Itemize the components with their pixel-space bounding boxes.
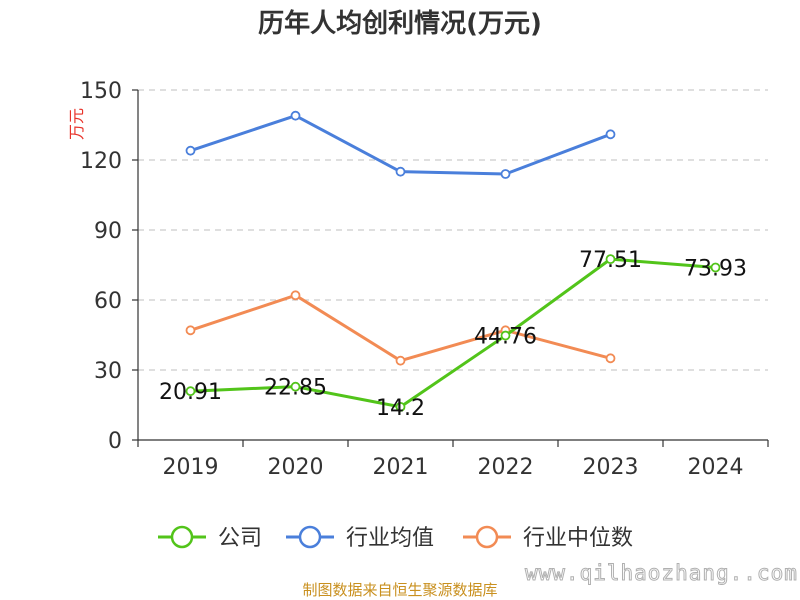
data-point[interactable] <box>185 386 196 397</box>
data-point[interactable] <box>290 290 301 301</box>
watermark: www.qilhaozhang..com <box>525 561 798 585</box>
chart-title: 历年人均创利情况(万元) <box>258 8 542 39</box>
x-tick-label: 2019 <box>163 455 219 480</box>
data-point[interactable] <box>185 325 196 336</box>
data-point[interactable] <box>710 262 721 273</box>
x-tick-label: 2021 <box>373 455 429 480</box>
series-group <box>185 110 721 412</box>
series-line <box>189 114 612 176</box>
data-point[interactable] <box>500 330 511 341</box>
data-point[interactable] <box>290 381 301 392</box>
legend-item[interactable]: 行业中位数 <box>463 525 633 551</box>
data-point[interactable] <box>605 129 616 140</box>
data-point[interactable] <box>500 169 511 179</box>
data-point[interactable] <box>395 401 406 412</box>
data-labels: 20.91 22.85 14.2 44.76 77.51 73.93 <box>159 248 747 421</box>
y-tick-label: 30 <box>94 359 122 384</box>
legend-marker <box>298 525 322 549</box>
y-tick-label: 90 <box>94 219 122 244</box>
legend-item[interactable]: 公司 <box>158 525 262 551</box>
axes: 0 30 60 90 120 150 2019 2020 2021 2022 2023 2024 <box>80 79 769 480</box>
series-line <box>189 257 717 409</box>
x-tick-label: 2023 <box>583 455 639 480</box>
y-axis-label: 万元 <box>67 108 86 140</box>
x-tick-label: 2024 <box>688 455 744 480</box>
data-point[interactable] <box>395 166 406 177</box>
data-point[interactable] <box>605 353 616 364</box>
data-label: 20.91 <box>159 380 222 405</box>
data-point[interactable] <box>395 355 406 366</box>
gridlines <box>138 89 768 371</box>
legend-item[interactable]: 行业均值 <box>286 525 434 551</box>
legend-label: 行业中位数 <box>523 526 633 551</box>
y-tick-label: 150 <box>80 79 122 104</box>
data-point[interactable] <box>290 110 301 121</box>
legend-label: 公司 <box>218 526 262 551</box>
x-tick-label: 2020 <box>268 455 324 480</box>
data-label: 22.85 <box>264 376 327 401</box>
data-label: 77.51 <box>579 248 642 273</box>
data-label: 73.93 <box>684 256 747 281</box>
y-tick-label: 0 <box>108 429 122 454</box>
x-tick-label: 2022 <box>478 455 534 480</box>
data-label: 44.76 <box>474 325 537 350</box>
data-point[interactable] <box>185 145 196 156</box>
legend-marker <box>475 525 499 549</box>
data-point[interactable] <box>605 254 616 265</box>
source-note: 制图数据来自恒生聚源数据库 <box>302 581 497 599</box>
y-tick-label: 60 <box>94 289 122 314</box>
legend-label: 行业均值 <box>346 526 434 551</box>
legend[interactable]: 公司 行业均值 行业中位数 <box>158 525 633 551</box>
y-tick-label: 120 <box>80 149 122 174</box>
legend-marker <box>170 525 194 549</box>
data-label: 14.2 <box>376 396 425 421</box>
